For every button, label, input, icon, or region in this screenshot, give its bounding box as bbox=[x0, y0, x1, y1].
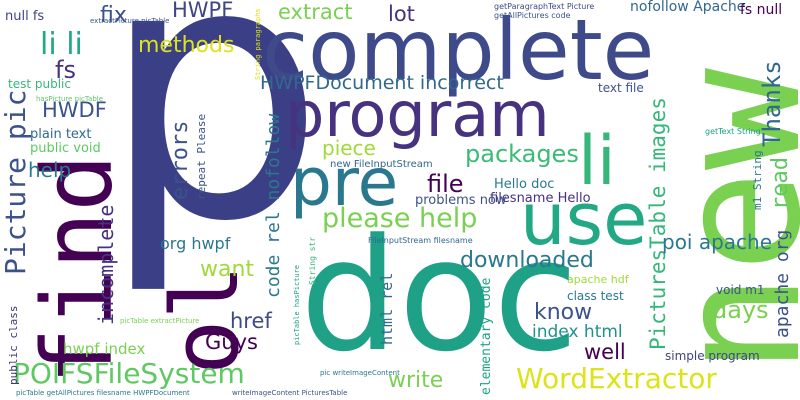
word-guys: Guys bbox=[205, 330, 258, 354]
word-downloaded: downloaded bbox=[460, 248, 594, 273]
word-haspicture-pictable: hasPicture picTable bbox=[36, 95, 104, 103]
word-index-html: index html bbox=[532, 322, 623, 342]
word-elementary-code: elementary code bbox=[479, 277, 494, 395]
word-program: program bbox=[285, 78, 550, 151]
word-hwdf: HWDF bbox=[42, 98, 107, 122]
word-complete: complete bbox=[262, 1, 655, 99]
word-pictable-extractpicture: picTable extractPicture bbox=[120, 317, 200, 325]
word-days: days bbox=[712, 296, 769, 324]
word-file: file bbox=[427, 170, 464, 198]
word-extract: extract bbox=[278, 0, 353, 24]
word-void-m1: void m1 bbox=[716, 283, 765, 297]
word-fix: fix bbox=[100, 3, 127, 28]
word-hwpfdocument-incorrect: HWPFDocument incorrect bbox=[260, 72, 504, 94]
word-pre: pre bbox=[290, 144, 399, 221]
word-class-test: class test bbox=[567, 289, 624, 303]
word-fileinputstream-filesname: FileInputStream filesname bbox=[368, 236, 473, 245]
word-org-hwpf: org hwpf bbox=[160, 234, 231, 253]
word-getparagraphtext-picture: getParagraphText Picture bbox=[494, 2, 595, 11]
word-li-li: li li bbox=[40, 27, 83, 62]
word-hwpf-index: hwpf index bbox=[63, 340, 146, 358]
word-lot: lot bbox=[388, 2, 415, 26]
word-html-rel: html rel bbox=[378, 272, 396, 345]
word-public-class: public class bbox=[7, 305, 20, 385]
word-incomplete: incomplete bbox=[94, 204, 118, 325]
word-hwpf: HWPF bbox=[172, 0, 234, 22]
word-null-fs: null fs bbox=[5, 9, 45, 24]
word-m1-string: m1 String bbox=[751, 150, 764, 210]
word-getallpictures-code: getAllPictures code bbox=[494, 11, 571, 20]
word-extractpicture-pictable: extractPicture picTable bbox=[90, 17, 170, 25]
word-string-str: String str bbox=[308, 236, 317, 285]
word-plain-text: plain text bbox=[30, 127, 92, 142]
word-repeat-please: repeat Please bbox=[195, 113, 208, 200]
word-picture-pic: Picture pic bbox=[0, 89, 32, 275]
word-pic-writeimagecontent: pic writeImageContent bbox=[320, 369, 400, 377]
word-href: href bbox=[230, 309, 272, 333]
word-write: write bbox=[388, 368, 444, 393]
word-code-rel-nofollow: code rel nofollow bbox=[263, 113, 284, 298]
word-filesname-hello: filesname Hello bbox=[490, 191, 591, 206]
word-help: help bbox=[28, 158, 72, 182]
word-methods: methods bbox=[138, 33, 235, 58]
word-new-fileinputstream: new FileInputStream bbox=[330, 159, 433, 170]
word-know: know bbox=[534, 300, 593, 325]
word-piece: piece bbox=[322, 136, 376, 160]
word-p: p bbox=[100, 0, 326, 299]
word-li: li bbox=[578, 122, 616, 201]
word-simple-program: simple program bbox=[665, 349, 760, 363]
word-errors: errors bbox=[168, 120, 193, 200]
word-picturestable-images: PicturesTable images bbox=[646, 97, 670, 350]
word-want: want bbox=[200, 257, 255, 282]
word-apache-hdf: apache hdf bbox=[567, 273, 629, 286]
word-hello-doc: Hello doc bbox=[494, 177, 555, 192]
word-text-file: text file bbox=[598, 81, 644, 95]
word-problems-now: problems now bbox=[415, 193, 507, 208]
word-use: use bbox=[520, 177, 648, 261]
word-thanks: Thanks bbox=[758, 60, 786, 147]
word-read: read bbox=[768, 157, 793, 210]
word-string-paragraphs: String paragraphs bbox=[254, 8, 262, 80]
word-fs: fs bbox=[55, 56, 76, 84]
word-nofollow-apache: nofollow Apache bbox=[630, 0, 746, 15]
word-poi-apache: poi apache bbox=[662, 230, 773, 254]
word-public-void: public void bbox=[30, 141, 101, 156]
word-wordextractor: WordExtractor bbox=[516, 362, 717, 395]
word-poifsfilesystem: POIFSFileSystem bbox=[13, 357, 245, 390]
word-apache-org: apache org bbox=[772, 229, 793, 338]
word-please-help: please help bbox=[322, 203, 478, 234]
word-writeimagecontent-picturestable: writeImageContent PicturesTable bbox=[232, 389, 348, 397]
word-pictable-getallpictures-filesname-hwpfdocument: picTable getAllPictures filesname HWPFDo… bbox=[16, 389, 190, 397]
word-well: well bbox=[584, 340, 626, 364]
word-pictable-haspicture: picTable hasPicture bbox=[293, 264, 301, 345]
word-gettext-string: getText String bbox=[705, 127, 761, 136]
word-doc: doc bbox=[300, 205, 579, 386]
word-fs-null: fs null bbox=[740, 2, 783, 18]
word-test-public: test public bbox=[8, 77, 71, 91]
word-packages: packages bbox=[465, 140, 579, 168]
